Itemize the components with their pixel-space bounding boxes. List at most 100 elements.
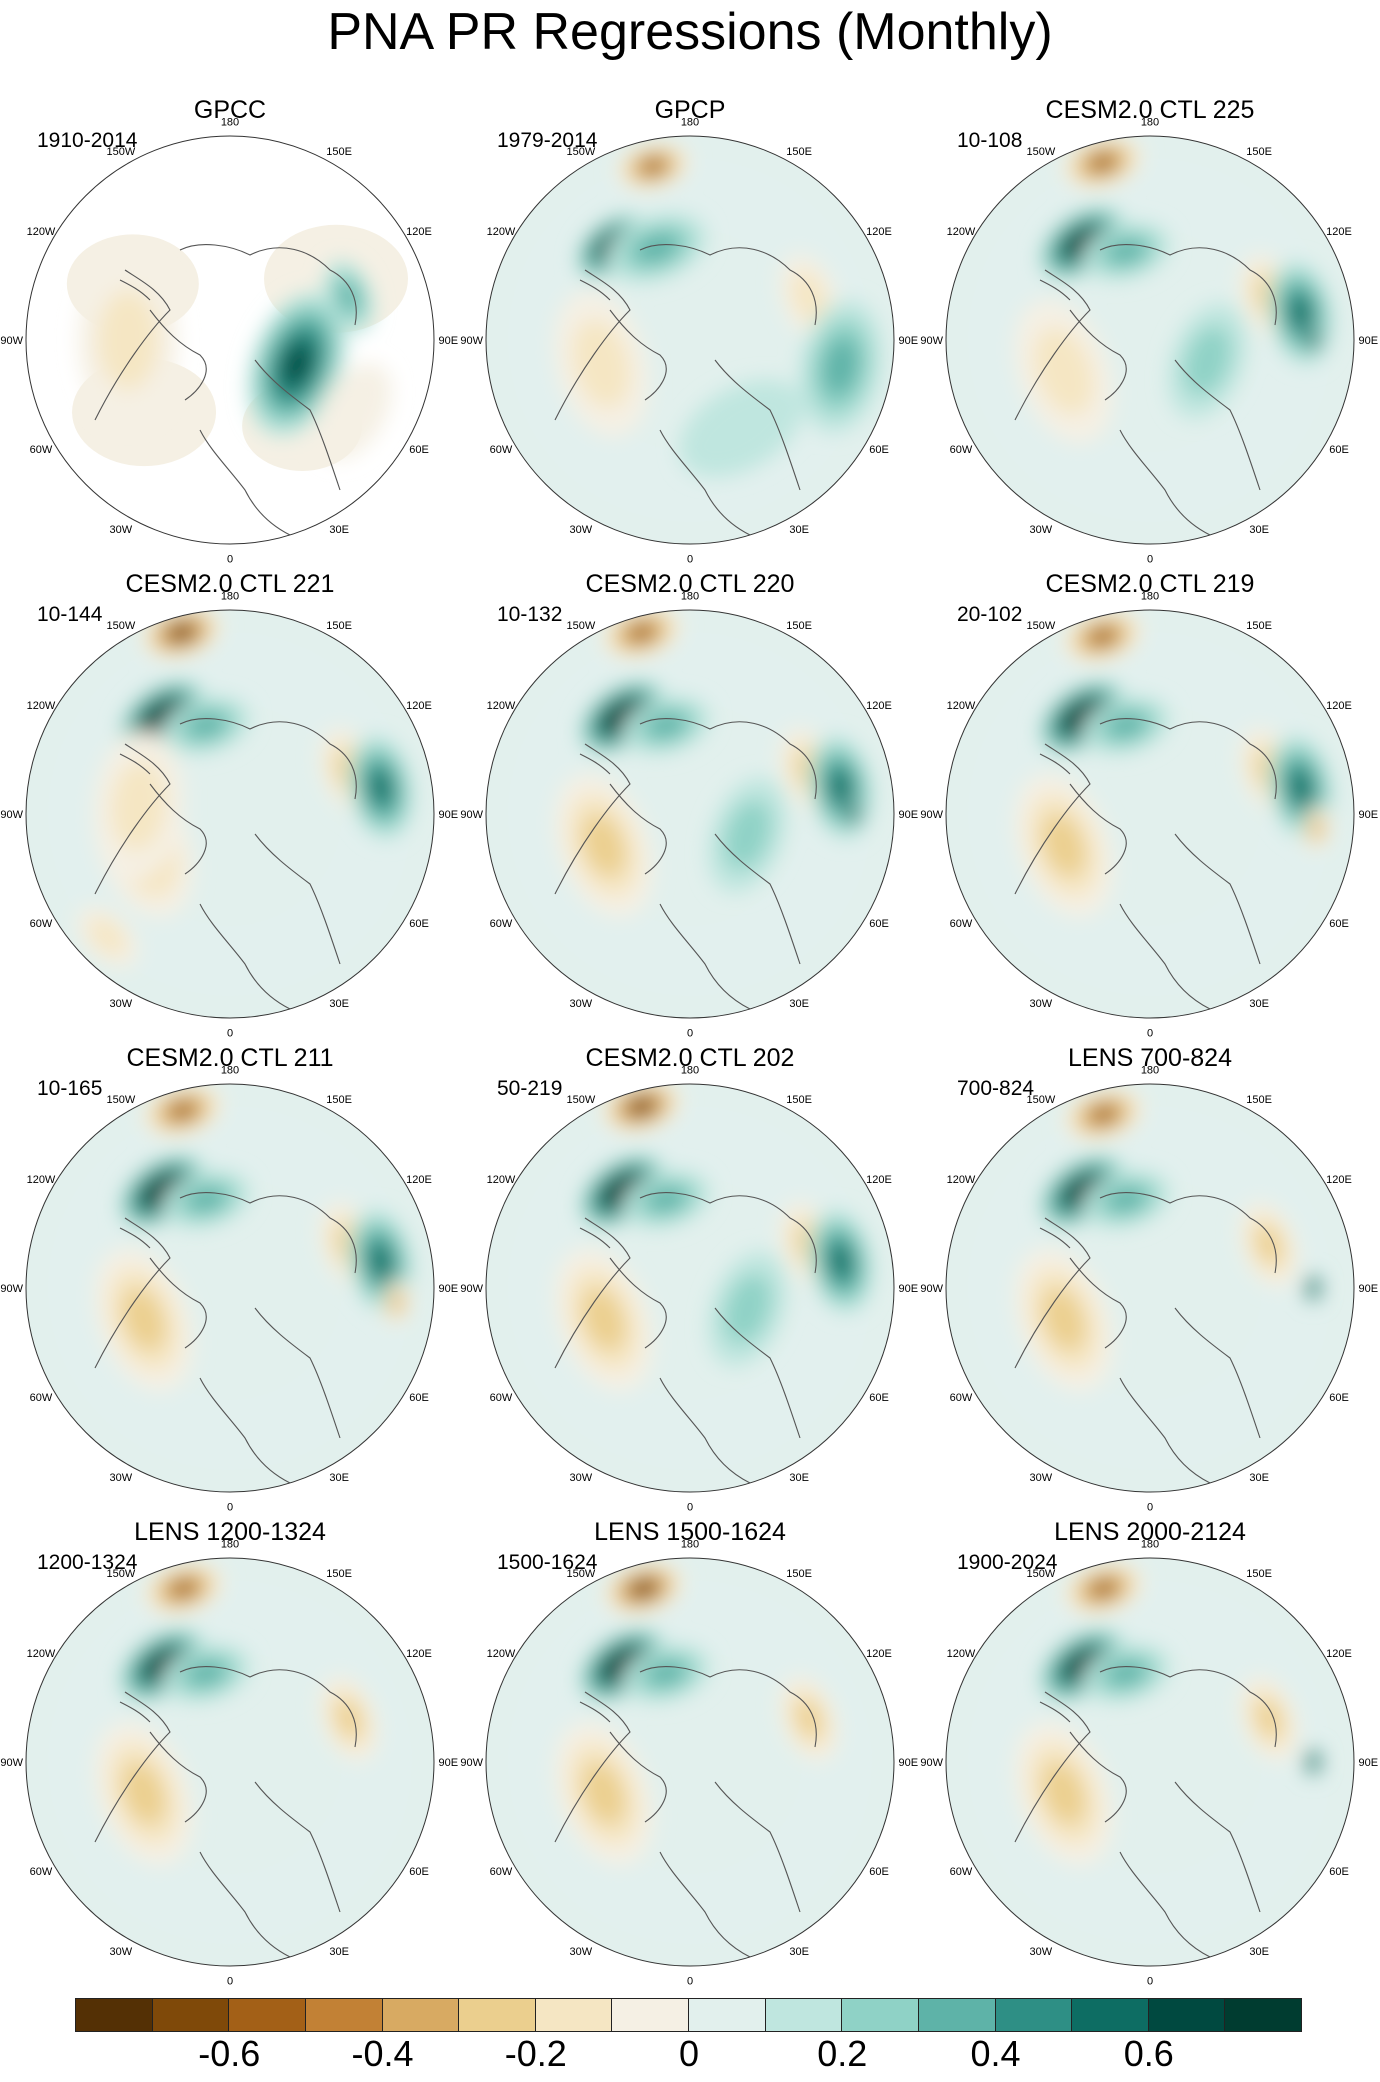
longitude-label: 90E (1358, 809, 1378, 821)
longitude-label: 120E (406, 700, 432, 712)
longitude-label: 120E (866, 700, 892, 712)
coastline (1099, 244, 1277, 326)
coastline (199, 429, 291, 536)
longitude-label: 150W (106, 146, 135, 158)
anomaly-contour (1074, 1184, 1090, 1198)
coastlines (1014, 1192, 1277, 1484)
longitude-label: 60W (30, 1866, 53, 1878)
map-panel: CESM2.0 CTL 219 180 150E 120E 90E 60E 30E 0 30W 6… (920, 568, 1380, 1039)
anomaly-contour (1034, 328, 1094, 415)
map-panel: CESM2.0 CTL 220 180 150E 120E 90E 60E 30E 0 30W 6… (460, 568, 920, 1039)
coastline (579, 1227, 611, 1249)
longitude-label: 180 (1141, 1539, 1159, 1551)
longitude-label: 150W (1026, 1094, 1055, 1106)
longitude-label: 150E (1246, 1094, 1272, 1106)
coastline (94, 1217, 171, 1369)
longitude-label: 90E (898, 809, 918, 821)
coastline (1099, 1192, 1277, 1274)
longitude-label: 30W (570, 1946, 593, 1958)
coastline (119, 1227, 151, 1249)
map-panel: CESM2.0 CTL 202 180 150E 120E 90E 60E 30E 0 30W 6… (460, 1042, 920, 1513)
anomaly-contour (336, 1700, 362, 1738)
longitude-label: 90W (460, 809, 483, 821)
coastlines (1014, 244, 1277, 536)
longitude-label: 120W (487, 226, 516, 238)
coastline (1069, 309, 1127, 401)
longitude-label: 120W (947, 1648, 976, 1660)
longitude-label: 60W (490, 918, 513, 930)
coastline (554, 743, 631, 895)
coastline (639, 1192, 817, 1274)
longitude-label: 90E (1358, 335, 1378, 347)
longitude-label: 30E (789, 1946, 809, 1958)
longitude-label: 60E (1329, 444, 1349, 456)
longitude-label: 30W (110, 1946, 133, 1958)
coastline (119, 753, 151, 775)
polar-map: 180 150E 120E 90E 60E 30E 0 30W 60W 90W 120W 150W (920, 1539, 1378, 1988)
longitude-label: 0 (1147, 1501, 1153, 1513)
map-panel: LENS 2000-2124 180 150E 120E 90E 60E 30E 0 30W 60… (920, 1516, 1380, 1987)
anomaly-contour (1311, 337, 1315, 343)
anomaly-contour (644, 161, 662, 172)
coastline (639, 718, 817, 800)
polar-map: 180 150E 120E 90E 60E 30E 0 30W 60W 90W 120W 150W (920, 591, 1378, 1040)
colorbar-swatch (1071, 1998, 1149, 2032)
polar-map: 180 150E 120E 90E 60E 30E 0 30W 60W 90W 120W 150W (460, 591, 918, 1040)
longitude-label: 150E (786, 1094, 812, 1106)
longitude-label: 90W (920, 1283, 943, 1295)
longitude-label: 150E (326, 1568, 352, 1580)
anomaly-contour (1093, 630, 1112, 643)
coastline (1039, 1701, 1071, 1723)
coastline (149, 1257, 207, 1349)
longitude-label: 30E (329, 1946, 349, 1958)
longitude-label: 90E (898, 1283, 918, 1295)
longitude-label: 120W (487, 1174, 516, 1186)
anomaly-contour (723, 800, 772, 870)
anomaly-contour (98, 290, 158, 390)
longitude-label: 180 (681, 591, 699, 603)
longitude-label: 0 (227, 553, 233, 565)
longitude-label: 90E (438, 1283, 458, 1295)
coastline (609, 309, 667, 401)
anomaly-contour (155, 1185, 169, 1197)
longitude-label: 90E (438, 809, 458, 821)
panel-title: CESM2.0 CTL 211 (126, 1044, 334, 1072)
longitude-label: 60W (490, 1392, 513, 1404)
map-boundary (485, 1083, 895, 1493)
anomaly-contour (831, 773, 850, 802)
anomaly-contour (88, 918, 126, 956)
colorbar-swatch (228, 1998, 306, 2032)
polar-map: 180 150E 120E 90E 60E 30E 0 30W 60W 90W 120W 150W (0, 1539, 458, 1988)
coastline (254, 1781, 341, 1913)
panel-title: CESM2.0 CTL 219 (1045, 570, 1255, 598)
anomaly-contour (1093, 156, 1112, 169)
panel-period: 1910-2014 (37, 129, 138, 152)
map-boundary (25, 609, 435, 1019)
longitude-label: 180 (681, 1539, 699, 1551)
panel-title: LENS 2000-2124 (1054, 1518, 1246, 1546)
polar-map: 180 150E 120E 90E 60E 30E 0 30W 60W 90W 120W 150W (920, 117, 1378, 566)
longitude-label: 60E (869, 1392, 889, 1404)
longitude-label: 120W (947, 1174, 976, 1186)
longitude-label: 180 (1141, 1065, 1159, 1077)
coastlines (94, 718, 357, 1010)
map-panel: CESM2.0 CTL 211 180 150E 120E 90E 60E 30E 0 30W 6… (0, 1042, 460, 1513)
coastline (659, 429, 751, 536)
longitude-label: 60E (1329, 1866, 1349, 1878)
longitude-label: 120W (487, 1648, 516, 1660)
anomaly-contour (174, 1582, 193, 1595)
longitude-label: 150W (106, 620, 135, 632)
longitude-label: 120E (866, 1648, 892, 1660)
coastline (254, 833, 341, 965)
coastline (579, 1701, 611, 1723)
longitude-label: 0 (687, 1975, 693, 1987)
longitude-label: 60W (30, 1392, 53, 1404)
longitude-label: 150E (786, 146, 812, 158)
longitude-label: 0 (1147, 1975, 1153, 1987)
longitude-label: 60W (30, 918, 53, 930)
longitude-label: 120W (947, 700, 976, 712)
longitude-label: 150W (566, 1094, 595, 1106)
panel-period: 10-165 (37, 1077, 103, 1100)
anomaly-contour (1291, 299, 1310, 328)
map-panel: GPCC 180 150E 120E 90E 60E 30E 0 30W 60W 90W 120W 15… (0, 94, 460, 565)
